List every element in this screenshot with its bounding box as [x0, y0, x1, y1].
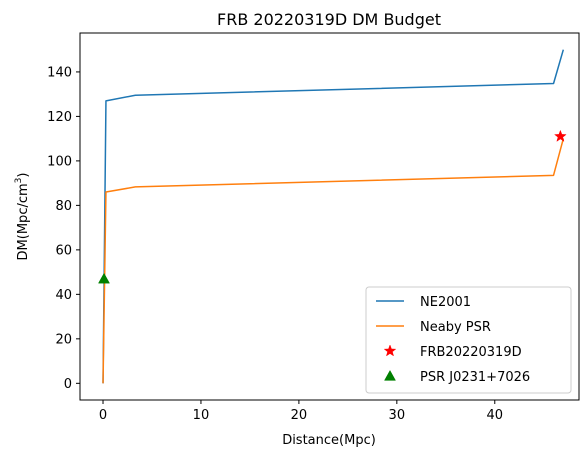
series-line-1	[102, 49, 565, 384]
y-tick-label: 100	[47, 154, 72, 169]
legend-box	[365, 286, 572, 394]
y-tick-label: 120	[47, 110, 72, 125]
data-point-triangle	[98, 272, 110, 284]
series-line-2	[102, 138, 565, 384]
legend-marker-swatch	[384, 369, 396, 381]
y-axis-label-main: DM(Mpc/cm	[16, 183, 31, 260]
x-tick-label: 30	[389, 408, 406, 423]
axis-ticks: 0 10 20 30 40 0 20 40 60 80 100 120 140	[47, 65, 503, 423]
axes-frame	[79, 32, 580, 401]
y-tick-label: 140	[47, 65, 72, 80]
x-axis-label: Distance(Mpc)	[282, 433, 376, 448]
y-tick-label: 20	[55, 332, 72, 347]
y-axis-label-superscript: 3	[14, 178, 24, 184]
legend-entry-label: PSR J0231+7026	[420, 370, 530, 385]
y-tick-label: 40	[55, 288, 72, 303]
x-tick-label: 40	[486, 408, 503, 423]
legend: NE2001 Neaby PSR FRB20220319D PSR J0231+702…	[365, 286, 572, 394]
plot-area	[98, 49, 567, 384]
legend-entry-label: FRB20220319D	[420, 345, 522, 360]
y-tick-label: 80	[55, 199, 72, 214]
x-tick-label: 10	[193, 408, 210, 423]
chart-title: FRB 20220319D DM Budget	[217, 10, 441, 29]
legend-entry-label: NE2001	[420, 295, 471, 310]
legend-marker-swatch	[383, 344, 397, 357]
y-axis-label-close: )	[16, 173, 31, 178]
legend-entry-label: Neaby PSR	[420, 320, 491, 335]
y-tick-label: 0	[64, 377, 72, 392]
y-tick-label: 60	[55, 243, 72, 258]
x-tick-label: 0	[99, 408, 107, 423]
x-tick-label: 20	[291, 408, 308, 423]
y-axis-label: DM(Mpc/cm3)	[14, 173, 31, 261]
data-point-star	[554, 129, 567, 142]
